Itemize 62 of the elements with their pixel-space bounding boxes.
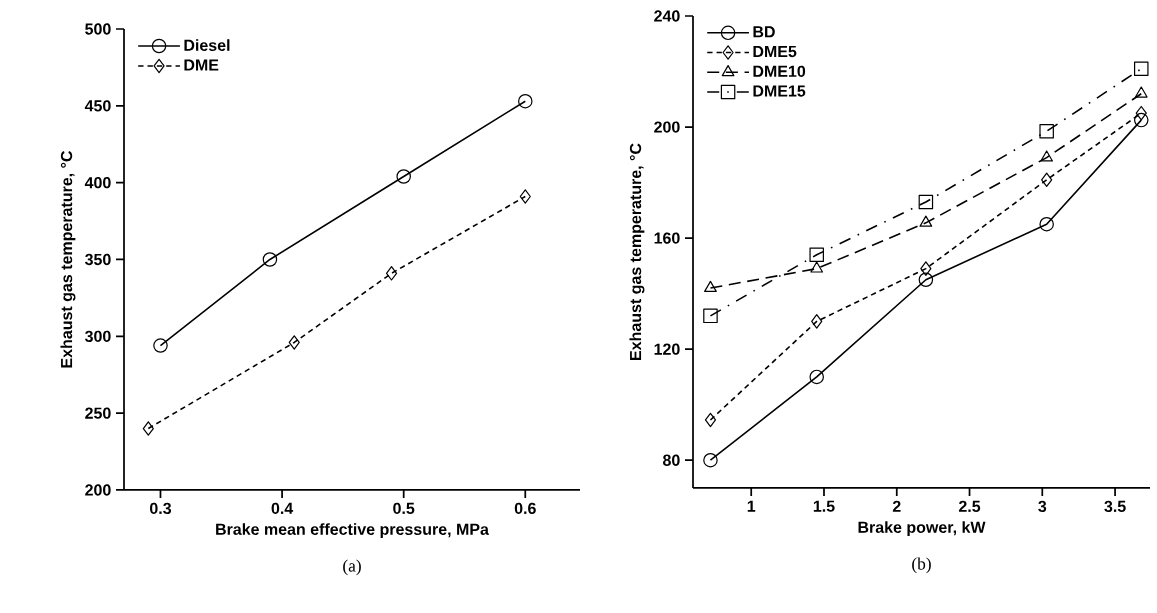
- point: [809, 369, 824, 385]
- legend-label: Diesel: [184, 39, 230, 51]
- point: [385, 266, 398, 281]
- point: [704, 280, 717, 293]
- y-tick-label: 80: [663, 454, 680, 466]
- x-tick-label: 2: [892, 500, 901, 512]
- point: [810, 261, 824, 273]
- y-tick-label: 300: [84, 330, 111, 343]
- x-tick-label: 0.5: [393, 502, 415, 515]
- point: [1040, 150, 1054, 162]
- x-tick-label: 1.5: [813, 500, 835, 512]
- point: [1039, 216, 1054, 232]
- y-tick-label: 400: [84, 177, 111, 189]
- x-axis-title: Brake mean effective pressure, MPa: [216, 523, 490, 539]
- text: (b): [912, 557, 931, 574]
- point: [918, 194, 934, 210]
- point: [519, 189, 531, 204]
- legend-label: BD: [753, 26, 775, 38]
- x-tick-label: 3: [1038, 500, 1047, 513]
- point: [703, 452, 718, 468]
- point: [809, 247, 824, 263]
- point: [262, 252, 278, 267]
- y-tick-label: 350: [84, 253, 111, 266]
- point: [1134, 86, 1148, 98]
- point: [703, 308, 718, 324]
- y-axis-title: Exhaust gas temperature, °C: [629, 143, 645, 360]
- x-tick-label: 2.5: [958, 500, 981, 513]
- point: [920, 261, 932, 276]
- x-axis-title: Brake power, kW: [858, 521, 986, 537]
- point: [919, 215, 933, 227]
- x-tick-label: 0.6: [514, 502, 536, 515]
- point: [704, 412, 717, 428]
- y-tick-label: 200: [85, 484, 111, 496]
- point: [518, 93, 533, 109]
- x-tick-label: 0.3: [149, 502, 172, 515]
- y-tick-label: 200: [654, 121, 680, 133]
- y-axis-title: Exhaust gas temperature, °C: [60, 150, 76, 368]
- y-tick-label: 500: [85, 23, 111, 35]
- point: [1134, 61, 1149, 77]
- point: [153, 338, 168, 353]
- legend-label: DME10: [753, 65, 806, 77]
- point: [288, 335, 300, 350]
- point: [1135, 105, 1147, 121]
- point: [396, 169, 411, 184]
- y-tick-label: 250: [85, 407, 111, 419]
- y-tick-label: 120: [654, 343, 680, 355]
- y-tick-label: 450: [84, 100, 111, 112]
- y-tick-label: 240: [654, 10, 680, 22]
- x-tick-label: 0.4: [271, 502, 294, 515]
- text: (a): [343, 559, 361, 576]
- point: [1134, 112, 1149, 128]
- x-tick-label: 3.5: [1104, 500, 1126, 513]
- point: [811, 314, 823, 329]
- point: [1039, 123, 1054, 139]
- x-tick-label: 1: [747, 500, 756, 512]
- legend-label: DME5: [753, 45, 797, 58]
- point: [918, 272, 934, 288]
- legend-label: DME15: [753, 85, 806, 97]
- legend-label: DME: [184, 59, 219, 71]
- y-tick-label: 160: [654, 232, 680, 244]
- point: [142, 421, 154, 436]
- point: [1041, 172, 1053, 188]
